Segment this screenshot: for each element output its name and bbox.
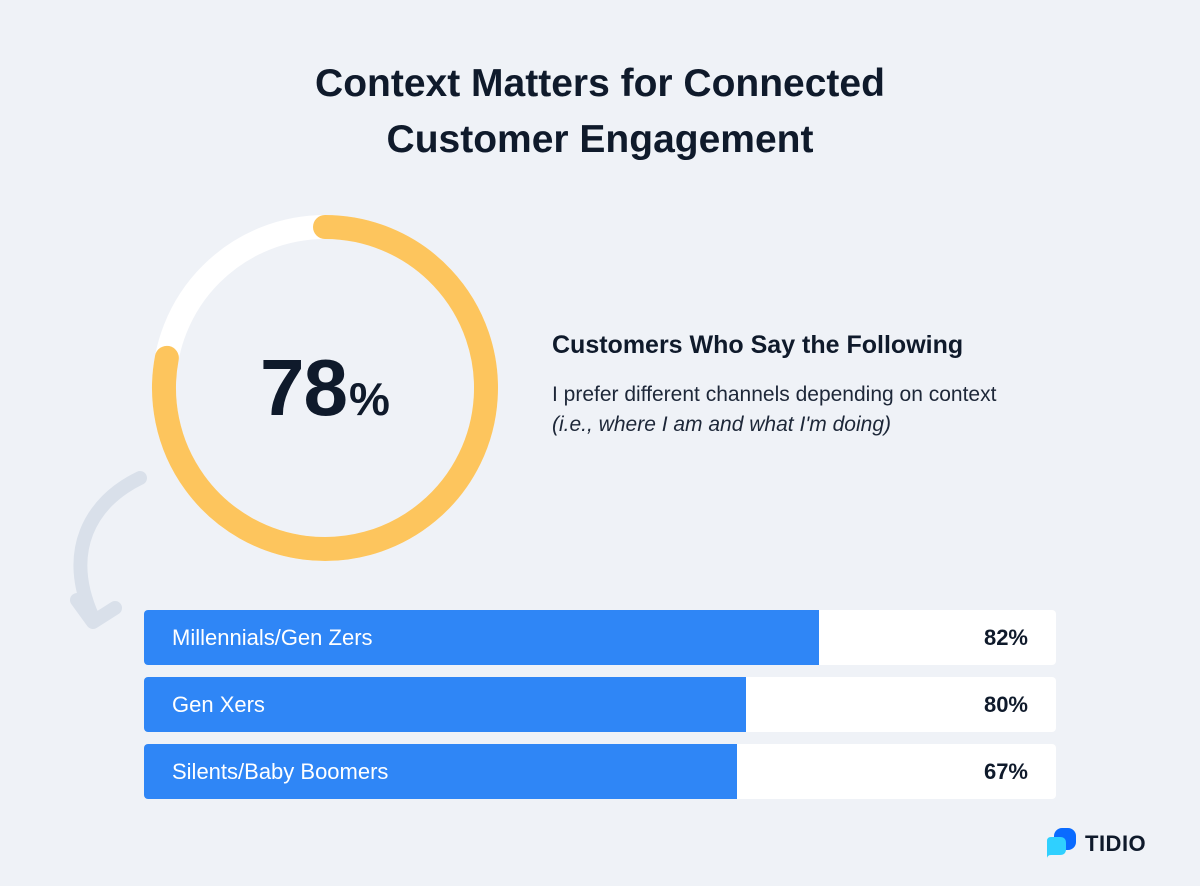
bar-row: Gen Xers 80% — [144, 677, 1056, 732]
bar-fill — [144, 744, 737, 799]
bar-row: Millennials/Gen Zers 82% — [144, 610, 1056, 665]
bar-value: 67% — [983, 759, 1028, 784]
title-line-2: Customer Engagement — [386, 118, 814, 161]
donut-value: 78 % — [140, 203, 510, 573]
donut-arc — [152, 215, 498, 561]
brand-name: TIDIO — [1085, 831, 1147, 856]
title-line-1: Context Matters for Connected — [315, 62, 885, 105]
tidio-logo-icon — [1047, 828, 1076, 859]
description-title: Customers Who Say the Following — [552, 331, 964, 359]
brand-logo: TIDIO — [1045, 827, 1146, 861]
bar-fill — [144, 610, 819, 665]
description-block: Customers Who Say the Following I prefer… — [552, 328, 1112, 440]
bar-fill — [144, 677, 746, 732]
description-line-2: (i.e., where I am and what I'm doing) — [552, 413, 891, 436]
donut-value-number: 78 — [260, 343, 348, 432]
bar-label: Gen Xers — [172, 692, 265, 717]
bar-chart: Millennials/Gen Zers 82% Gen Xers 80% Silent… — [144, 610, 1056, 811]
curved-arrow-icon — [70, 471, 147, 629]
bar-label: Silents/Baby Boomers — [172, 759, 389, 784]
bar-value: 80% — [983, 692, 1028, 717]
donut-chart — [152, 215, 498, 561]
bar-value: 82% — [983, 625, 1028, 650]
bar-label: Millennials/Gen Zers — [172, 625, 373, 650]
page-title: Context Matters for Connected Customer E… — [0, 56, 1200, 168]
donut-value-unit: % — [349, 373, 390, 425]
bar-row: Silents/Baby Boomers 67% — [144, 744, 1056, 799]
description-line-1: I prefer different channels depending on… — [552, 383, 997, 406]
